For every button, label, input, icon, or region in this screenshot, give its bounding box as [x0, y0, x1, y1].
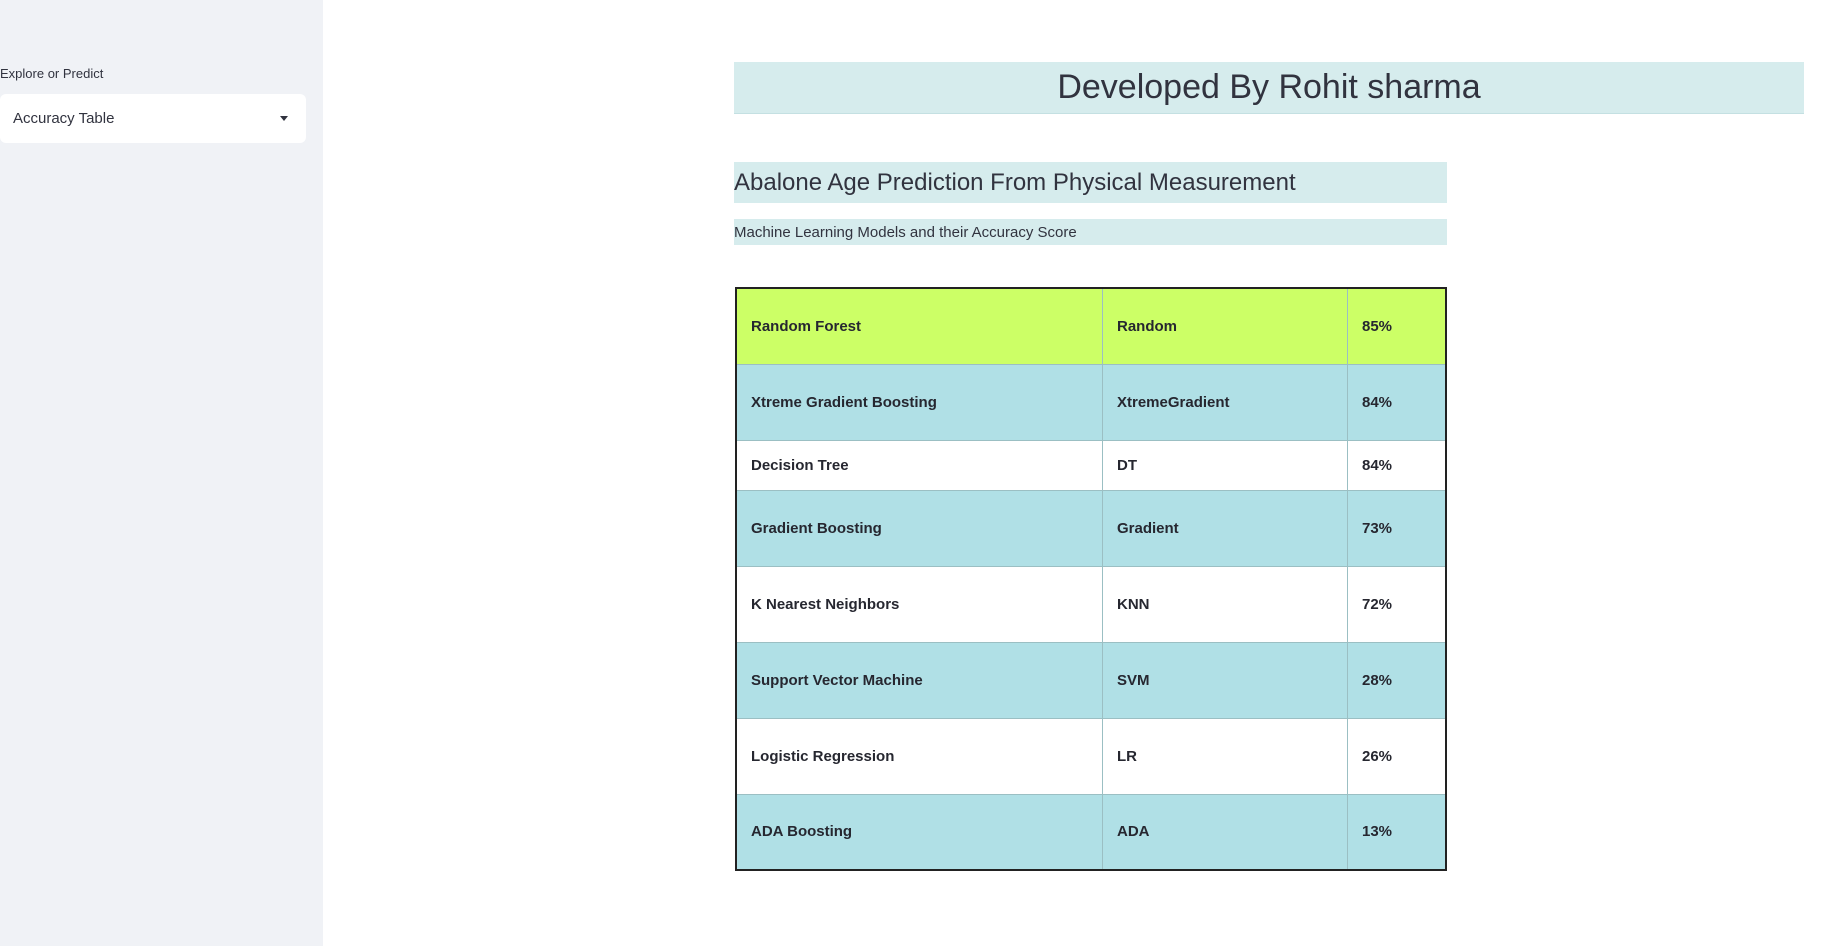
model-short-cell: ADA	[1103, 794, 1348, 870]
select-value: Accuracy Table	[13, 110, 114, 127]
select-label: Explore or Predict	[0, 66, 103, 81]
table-row: Gradient Boosting Gradient 73%	[736, 490, 1446, 566]
model-short-cell: KNN	[1103, 566, 1348, 642]
table-row: Support Vector Machine SVM 28%	[736, 642, 1446, 718]
model-name-cell: Gradient Boosting	[736, 490, 1103, 566]
model-name-cell: K Nearest Neighbors	[736, 566, 1103, 642]
model-name-cell: Logistic Regression	[736, 718, 1103, 794]
page-subtitle: Machine Learning Models and their Accura…	[734, 219, 1447, 245]
model-short-cell: XtremeGradient	[1103, 364, 1348, 440]
model-short-cell: SVM	[1103, 642, 1348, 718]
table-row: K Nearest Neighbors KNN 72%	[736, 566, 1446, 642]
model-short-cell: Gradient	[1103, 490, 1348, 566]
accuracy-cell: 84%	[1348, 440, 1447, 490]
model-name-cell: Random Forest	[736, 288, 1103, 364]
model-short-cell: DT	[1103, 440, 1348, 490]
model-short-cell: Random	[1103, 288, 1348, 364]
table-row: ADA Boosting ADA 13%	[736, 794, 1446, 870]
model-name-cell: Support Vector Machine	[736, 642, 1103, 718]
accuracy-cell: 84%	[1348, 364, 1447, 440]
accuracy-cell: 28%	[1348, 642, 1447, 718]
caret-down-icon[interactable]	[280, 116, 288, 121]
model-name-cell: Xtreme Gradient Boosting	[736, 364, 1103, 440]
table-row: Logistic Regression LR 26%	[736, 718, 1446, 794]
table-row: Random Forest Random 85%	[736, 288, 1446, 364]
sidebar: Explore or Predict Accuracy Table	[0, 0, 323, 946]
page-title: Abalone Age Prediction From Physical Mea…	[734, 162, 1447, 203]
explore-predict-select[interactable]: Accuracy Table	[0, 94, 306, 143]
accuracy-cell: 13%	[1348, 794, 1447, 870]
accuracy-cell: 26%	[1348, 718, 1447, 794]
model-name-cell: Decision Tree	[736, 440, 1103, 490]
model-short-cell: LR	[1103, 718, 1348, 794]
model-name-cell: ADA Boosting	[736, 794, 1103, 870]
accuracy-cell: 72%	[1348, 566, 1447, 642]
developer-banner: Developed By Rohit sharma	[734, 62, 1804, 114]
accuracy-table: Random Forest Random 85% Xtreme Gradient…	[735, 287, 1447, 871]
accuracy-cell: 73%	[1348, 490, 1447, 566]
table-row: Decision Tree DT 84%	[736, 440, 1446, 490]
table-row: Xtreme Gradient Boosting XtremeGradient …	[736, 364, 1446, 440]
accuracy-cell: 85%	[1348, 288, 1447, 364]
